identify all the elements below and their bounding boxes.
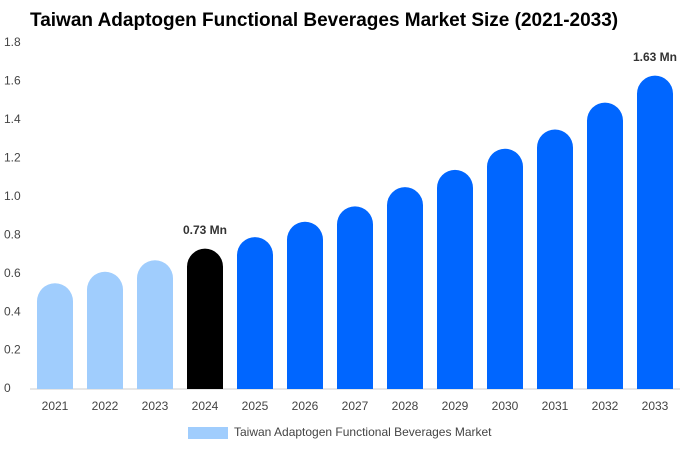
x-tick-label: 2033: [642, 399, 669, 413]
bar: [537, 129, 573, 389]
x-tick-label: 2026: [292, 399, 319, 413]
bar: [587, 102, 623, 389]
bar: [137, 260, 173, 389]
bar: [387, 187, 423, 389]
y-tick-label: 0.4: [4, 304, 21, 318]
y-tick-label: 0: [4, 381, 11, 395]
bar: [337, 206, 373, 389]
x-tick-label: 2025: [242, 399, 269, 413]
bar: [237, 237, 273, 389]
x-tick-label: 2031: [542, 399, 569, 413]
bar: [437, 169, 473, 389]
data-label: 1.63 Mn: [633, 50, 677, 64]
bar: [637, 75, 673, 389]
y-tick-label: 1.2: [4, 151, 21, 165]
bar: [487, 148, 523, 389]
x-tick-label: 2024: [192, 399, 219, 413]
y-tick-label: 1.6: [4, 74, 21, 88]
y-tick-label: 0.2: [4, 343, 21, 357]
x-tick-label: 2021: [42, 399, 69, 413]
x-tick-label: 2030: [492, 399, 519, 413]
legend-label: Taiwan Adaptogen Functional Beverages Ma…: [234, 425, 492, 439]
x-tick-label: 2028: [392, 399, 419, 413]
data-label: 0.73 Mn: [183, 223, 227, 237]
bar: [287, 221, 323, 389]
y-tick-label: 0.6: [4, 266, 21, 280]
bar: [37, 283, 73, 389]
legend-swatch: [188, 427, 228, 439]
x-tick-label: 2022: [92, 399, 119, 413]
bar: [87, 271, 123, 389]
chart-title: Taiwan Adaptogen Functional Beverages Ma…: [30, 10, 618, 31]
x-tick-label: 2032: [592, 399, 619, 413]
y-tick-label: 0.8: [4, 227, 21, 241]
x-tick-label: 2023: [142, 399, 169, 413]
x-tick-label: 2027: [342, 399, 369, 413]
x-tick-label: 2029: [442, 399, 469, 413]
y-tick-label: 1.0: [4, 189, 21, 203]
y-tick-label: 1.4: [4, 112, 21, 126]
y-tick-label: 1.8: [4, 35, 21, 49]
bar: [187, 248, 223, 389]
